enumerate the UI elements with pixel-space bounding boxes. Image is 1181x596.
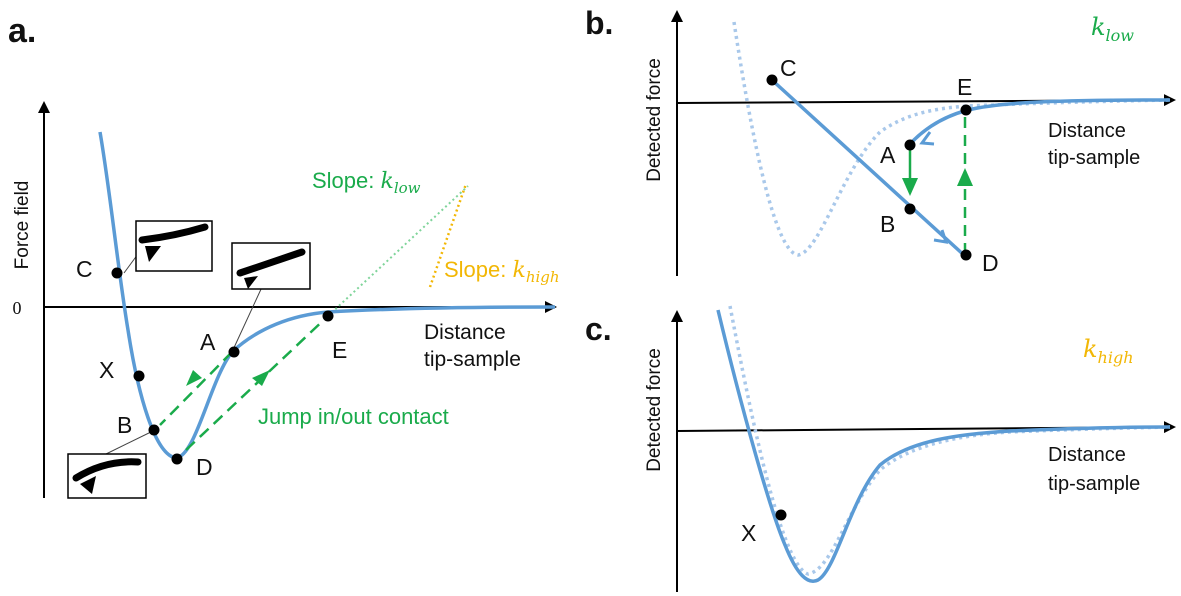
panel-a-point-c (111, 267, 123, 279)
panel-b-retract-arrow (919, 131, 935, 146)
panel-a-point-e (322, 310, 334, 322)
panel-b-approach-arrow (933, 229, 949, 244)
panel-c-y-axis-label: Detected force (644, 348, 665, 472)
panel-b-label-a: A (880, 142, 896, 168)
panel-b-y-axis-label: Detected force (644, 58, 665, 182)
panel-b-approach-line (770, 78, 967, 258)
panel-b-dotted-curve (732, 21, 1171, 257)
slope-low-label: Slope: klow (312, 168, 421, 197)
cantilever-inset-a (231, 242, 311, 290)
panel-b-x-axis-label-line1: Distance (1048, 120, 1126, 142)
jump-in-arrowhead (252, 370, 270, 386)
jump-label: Jump in/out contact (258, 404, 449, 429)
panel-a: a. Force field 0 Distance tip-sample (8, 12, 560, 499)
panel-c-point-x (775, 509, 787, 521)
slope-low-line (327, 185, 469, 317)
panel-a-label-d: D (196, 454, 213, 480)
panel-a-point-b (148, 424, 160, 436)
inset-b-connector (105, 429, 156, 455)
panel-b-k-label: klow (1091, 13, 1134, 45)
slope-high-line (428, 183, 468, 288)
panel-a-point-a (228, 346, 240, 358)
panel-c-x-axis-label-line1: Distance (1048, 444, 1126, 466)
panel-a-x-axis-label-line2: tip-sample (424, 348, 521, 371)
panel-a-point-x (133, 370, 145, 382)
panel-c-label-x: X (741, 520, 756, 546)
cantilever-inset-c (135, 220, 213, 272)
panel-b-label-c: C (780, 55, 797, 81)
panel-b-retract-curve (908, 98, 1171, 146)
panel-c-dotted-curve (728, 305, 1171, 576)
jump-out-arrowhead (186, 370, 202, 386)
panel-c-k-label: khigh (1083, 335, 1134, 367)
panel-a-label-x: X (99, 357, 114, 383)
slope-high-label: Slope: khigh (444, 257, 560, 286)
inset-a-connector (231, 286, 263, 353)
panel-a-zero-label: 0 (13, 298, 22, 318)
panel-b: b. Detected force Distance tip-sample kl… (585, 5, 1176, 276)
panel-b-label-d: D (982, 250, 999, 276)
jump-out-line (159, 351, 233, 426)
panel-a-label-b: B (117, 412, 132, 438)
panel-b-label-e: E (957, 74, 972, 100)
panel-a-label-c: C (76, 256, 93, 282)
panel-a-x-axis-label-line1: Distance (424, 321, 506, 344)
panel-c-force-curve (716, 309, 1171, 583)
panel-b-point-c (766, 74, 778, 86)
jump-in-line (185, 315, 329, 451)
panel-c-x-axis-label-line2: tip-sample (1048, 473, 1140, 495)
panel-b-point-d (960, 249, 972, 261)
panel-a-label-a: A (200, 329, 216, 355)
cantilever-inset-b (67, 453, 147, 499)
panel-c: c. Detected force Distance tip-sample kh… (585, 305, 1176, 592)
panel-b-jump-up-arrowhead (957, 168, 973, 186)
panel-a-y-axis-label: Force field (12, 181, 33, 270)
panel-c-letter: c. (585, 311, 612, 347)
panel-a-letter: a. (8, 12, 36, 50)
panel-a-label-e: E (332, 337, 347, 363)
panel-a-force-curve (98, 131, 556, 460)
panel-b-point-a (904, 139, 916, 151)
panel-b-label-b: B (880, 211, 895, 237)
panel-a-point-d (171, 453, 183, 465)
panel-b-jump-down-arrowhead (902, 178, 918, 196)
panel-b-point-b (904, 203, 916, 215)
panel-b-letter: b. (585, 5, 613, 41)
panel-b-x-axis-label-line2: tip-sample (1048, 147, 1140, 169)
panel-b-point-e (960, 104, 972, 116)
